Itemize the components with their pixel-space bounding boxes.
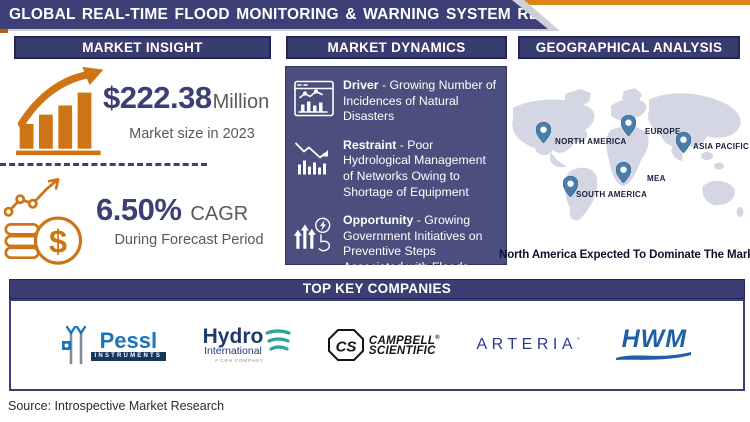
- opportunity-desc: - Growing Government Initiatives on Prev…: [343, 213, 483, 275]
- opportunity-term: Opportunity: [343, 213, 414, 228]
- market-dynamics-panel: Driver - Growing Number of Incidences of…: [285, 66, 507, 274]
- pessl-sub: INSTRUMENTS: [90, 351, 167, 361]
- campbell-cs-badge-icon: CS: [327, 329, 364, 361]
- dynamics-item-driver: Driver - Growing Number of Incidences of…: [294, 78, 498, 125]
- coins-growth-icon: $: [4, 178, 83, 265]
- pin-north-america-icon: [536, 122, 551, 143]
- hwm-wave-icon: [616, 352, 692, 360]
- pin-asia-pacific-icon: [676, 132, 691, 153]
- restraint-desc: - Poor Hydrological Management of Networ…: [343, 137, 486, 199]
- dashed-divider: [0, 163, 207, 166]
- dynamics-text-opportunity: Opportunity - Growing Government Initiat…: [343, 213, 498, 275]
- geo-caption: North America Expected To Dominate The M…: [499, 249, 750, 261]
- cagr-number: 6.50%: [96, 192, 182, 227]
- geo-body: NORTH AMERICA EUROPE ASIA PACIFIC MEA SO…: [499, 62, 750, 267]
- pin-south-america-icon: [563, 176, 578, 197]
- growth-initiative-icon: [294, 217, 331, 252]
- driver-desc: - Growing Number of Incidences of Natura…: [343, 78, 497, 124]
- arteria-mark: °: [577, 337, 580, 345]
- dynamics-item-opportunity: Opportunity - Growing Government Initiat…: [294, 213, 498, 275]
- campbell-reg-mark: ®: [435, 335, 440, 342]
- restraint-term: Restraint: [343, 137, 397, 152]
- logo-hwm: HWM: [616, 325, 692, 361]
- left-accent-strip: [0, 29, 8, 33]
- top-accent-strip: [502, 0, 750, 5]
- cagr-caption: During Forecast Period: [114, 232, 264, 248]
- logo-campbell-scientific: CS CAMPBELL® SCIENTIFIC: [327, 329, 440, 361]
- market-size-number: $222.38: [103, 80, 212, 115]
- dynamics-text-driver: Driver - Growing Number of Incidences of…: [343, 78, 498, 125]
- cagr-label: CAGR: [190, 203, 249, 225]
- dynamics-text-restraint: Restraint - Poor Hydrological Management…: [343, 138, 498, 200]
- driver-term: Driver: [343, 78, 379, 92]
- region-label-north-america: NORTH AMERICA: [555, 137, 627, 146]
- hydro-sub: International: [204, 345, 262, 357]
- logo-hydro-international: Hydro International A CRH COMPANY: [202, 325, 292, 363]
- declining-chart-icon: [295, 142, 328, 175]
- pessl-station-icon: [61, 325, 86, 365]
- hydro-spiral-icon: [265, 329, 291, 351]
- growth-bar-chart-icon: [16, 66, 104, 156]
- campbell-monogram: CS: [335, 339, 356, 356]
- companies-box: Pessl INSTRUMENTS Hydro International A …: [9, 299, 745, 391]
- dollar-sign-glyph: $: [49, 223, 67, 259]
- pessl-wordmark: Pessl: [99, 327, 158, 353]
- bar-line-chart-icon: [294, 80, 334, 117]
- market-size-value: $222.38 Million: [103, 80, 269, 116]
- hwm-wordmark: HWM: [621, 325, 688, 353]
- world-map: [512, 88, 744, 221]
- campbell-line2: SCIENTIFIC: [368, 345, 436, 358]
- market-size-unit: Million: [212, 91, 270, 113]
- market-insight-header: MARKET INSIGHT: [14, 36, 271, 59]
- region-label-south-america: SOUTH AMERICA: [576, 190, 648, 199]
- top-key-companies-header: TOP KEY COMPANIES: [9, 279, 745, 299]
- hydro-tagline: A CRH COMPANY: [214, 358, 264, 363]
- pin-europe-icon: [621, 115, 636, 136]
- geographical-analysis-header: GEOGRAPHICAL ANALYSIS: [518, 36, 740, 59]
- dynamics-item-restraint: Restraint - Poor Hydrological Management…: [294, 138, 498, 200]
- logo-pessl: Pessl INSTRUMENTS: [61, 325, 167, 365]
- pin-mea-icon: [616, 162, 631, 183]
- cagr-value: 6.50% CAGR: [96, 192, 248, 228]
- source-note: Source: Introspective Market Research: [8, 399, 225, 413]
- region-label-europe: EUROPE: [645, 127, 681, 136]
- region-label-mea: MEA: [647, 174, 666, 183]
- page-title: GLOBAL REAL-TIME FLOOD MONITORING & WARN…: [0, 0, 548, 29]
- market-size-caption: Market size in 2023: [129, 126, 255, 142]
- market-dynamics-header: MARKET DYNAMICS: [286, 36, 507, 59]
- campbell-line1: CAMPBELL: [368, 334, 436, 347]
- arteria-wordmark: ARTERIA: [476, 336, 578, 353]
- region-label-asia-pacific: ASIA PACIFIC: [693, 142, 750, 151]
- hydro-wordmark: Hydro: [202, 325, 264, 348]
- logo-arteria: ARTERIA°: [476, 336, 579, 354]
